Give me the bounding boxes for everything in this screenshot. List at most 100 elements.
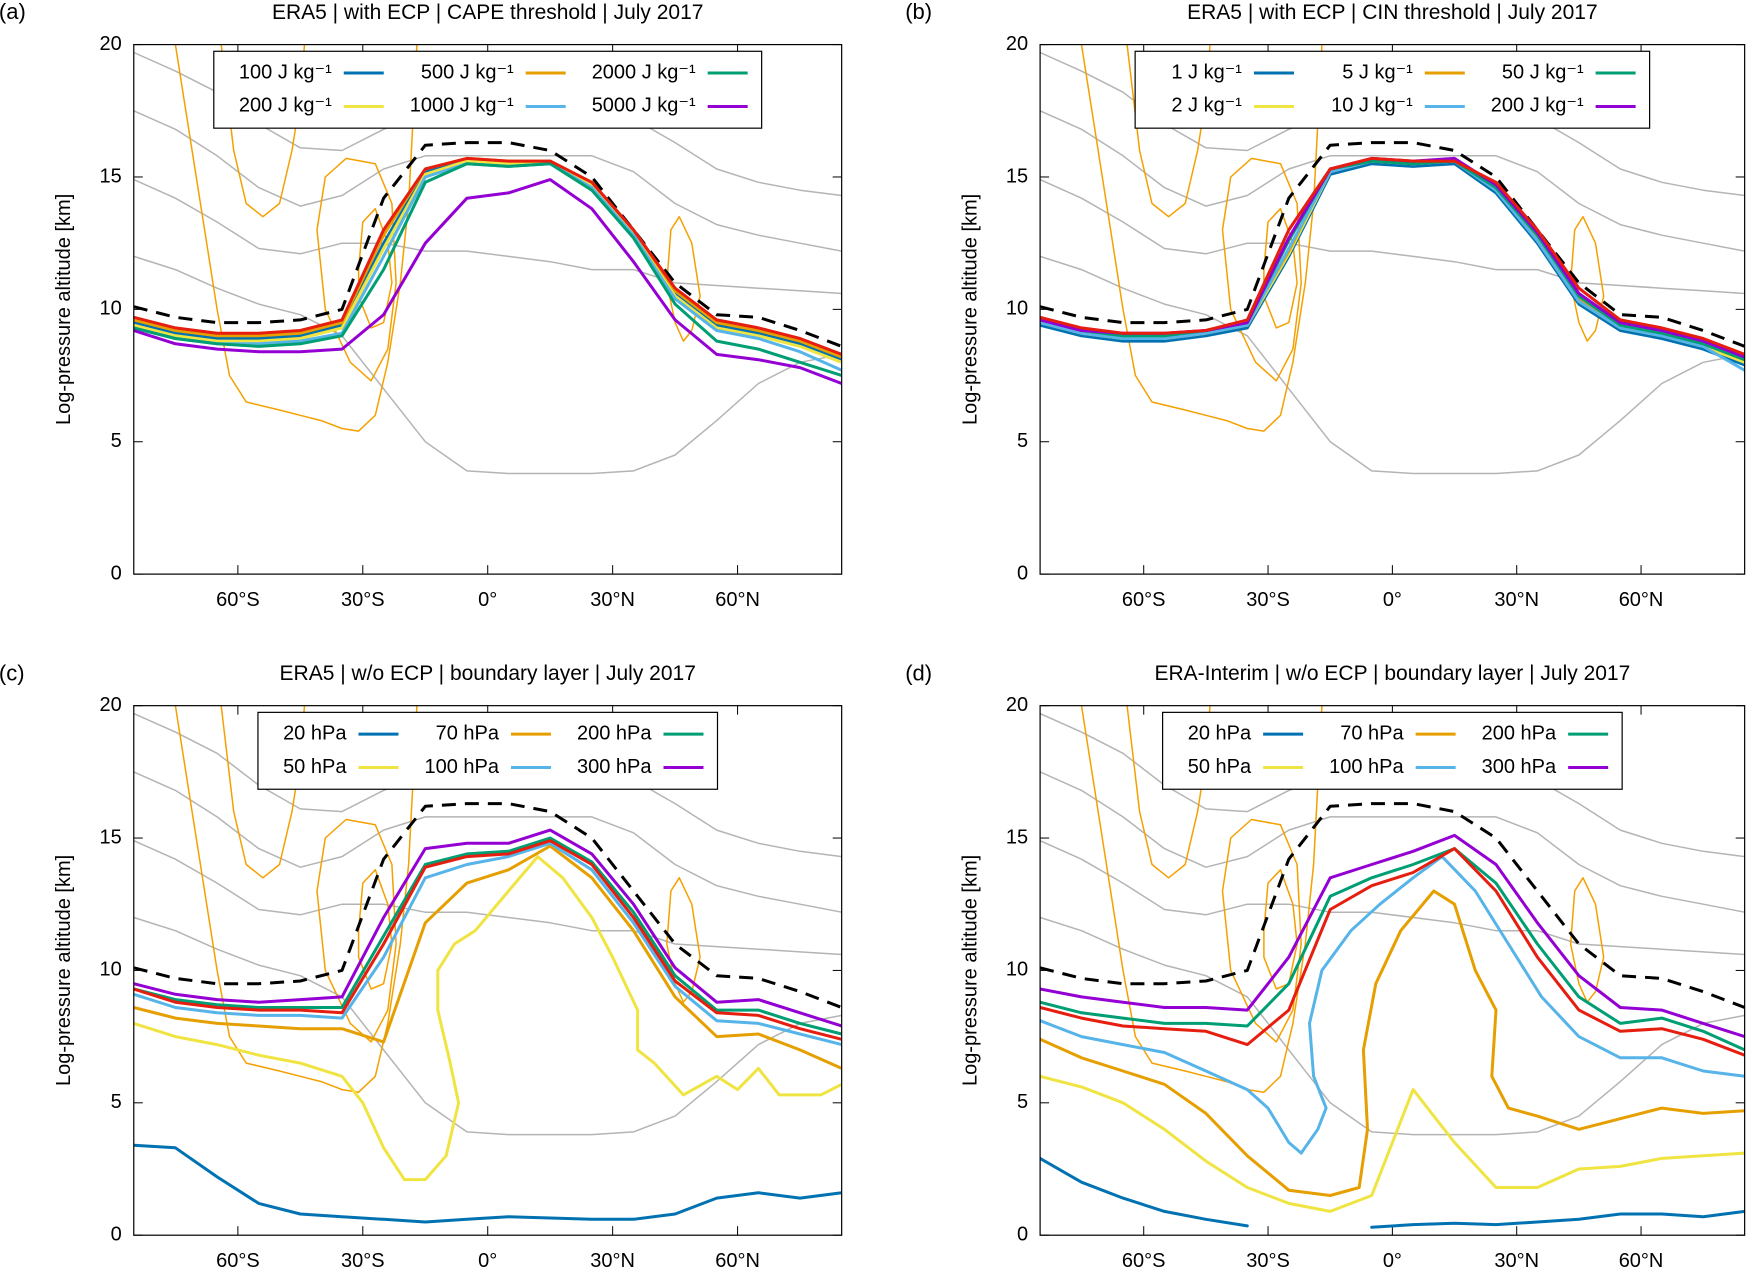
x-tick-label: 0° bbox=[478, 589, 497, 611]
legend-label: 50 J kg⁻¹ bbox=[1502, 61, 1584, 83]
legend-label: 300 hPa bbox=[1482, 756, 1557, 778]
series-line bbox=[1040, 847, 1745, 1052]
y-tick-label: 5 bbox=[111, 430, 122, 452]
panel-label: (a) bbox=[0, 0, 26, 24]
y-tick-label: 10 bbox=[100, 298, 122, 320]
x-tick-label: 60°N bbox=[1619, 589, 1664, 611]
x-tick-label: 60°N bbox=[715, 1250, 760, 1268]
legend-label: 1 J kg⁻¹ bbox=[1171, 61, 1242, 83]
legend-label: 10 J kg⁻¹ bbox=[1331, 95, 1413, 117]
plot-frame bbox=[133, 43, 843, 575]
plot-frame bbox=[1039, 43, 1746, 575]
series-line bbox=[133, 844, 842, 1070]
panel-label: (c) bbox=[0, 660, 25, 685]
x-tick-label: 30°N bbox=[1494, 1250, 1539, 1268]
contour bbox=[133, 771, 842, 913]
panel: (a) ERA5 | with ECP | CAPE threshold | Ju… bbox=[0, 0, 843, 611]
x-tick-label: 30°N bbox=[1494, 589, 1539, 611]
series-line bbox=[133, 162, 842, 377]
series-line bbox=[133, 836, 842, 1036]
reference-line bbox=[133, 156, 842, 356]
contour bbox=[1569, 215, 1605, 342]
y-tick-label: 10 bbox=[1006, 298, 1028, 320]
legend-label: 500 J kg⁻¹ bbox=[421, 61, 514, 83]
x-tick-label: 30°S bbox=[341, 1250, 385, 1268]
series-line bbox=[133, 855, 842, 1182]
x-tick-label: 60°S bbox=[1122, 1250, 1166, 1268]
legend-label: 50 hPa bbox=[1188, 756, 1252, 778]
legend-box bbox=[257, 711, 719, 790]
legend-label: 5 J kg⁻¹ bbox=[1342, 61, 1413, 83]
series-line bbox=[1040, 833, 1745, 1039]
series-line bbox=[133, 159, 842, 362]
series-line bbox=[133, 841, 842, 1047]
series-line bbox=[1040, 1156, 1745, 1229]
y-tick-label: 15 bbox=[100, 165, 122, 187]
legend-box bbox=[213, 50, 763, 129]
legend-label: 50 hPa bbox=[283, 756, 347, 778]
y-axis-label: Log-pressure altitude [km] bbox=[53, 855, 75, 1086]
series-line bbox=[133, 1143, 842, 1224]
y-tick-label: 20 bbox=[100, 694, 122, 716]
contour bbox=[1263, 869, 1298, 990]
series-line bbox=[133, 159, 842, 364]
series-line bbox=[1040, 889, 1745, 1197]
contour bbox=[133, 916, 842, 1136]
panel-label: (d) bbox=[905, 660, 932, 685]
reference-line bbox=[1040, 847, 1745, 1057]
legend-label: 2000 J kg⁻¹ bbox=[592, 61, 696, 83]
x-tick-label: 60°S bbox=[216, 1250, 260, 1268]
legend-label: 1000 J kg⁻¹ bbox=[410, 95, 514, 117]
legend-label: 200 hPa bbox=[577, 722, 652, 744]
series-line bbox=[1040, 156, 1745, 359]
y-tick-label: 5 bbox=[1017, 1091, 1028, 1113]
x-tick-label: 0° bbox=[1383, 1250, 1402, 1268]
reference-dashed-line bbox=[1040, 141, 1745, 348]
reference-dashed-line bbox=[133, 802, 842, 1009]
panel: (d) ERA-Interim | w/o ECP | boundary laye… bbox=[905, 660, 1746, 1268]
legend: 100 J kg⁻¹ 200 J kg⁻¹ 500 J kg⁻¹ 1000 J kg⁻… bbox=[213, 50, 763, 129]
legend-label: 100 hPa bbox=[1329, 756, 1404, 778]
contour bbox=[1040, 110, 1745, 252]
chart-title: ERA5 | with ECP | CIN threshold | July 2… bbox=[1187, 1, 1598, 24]
reference-dashed-line bbox=[1040, 802, 1745, 1009]
series-line bbox=[133, 178, 842, 385]
y-tick-label: 5 bbox=[111, 1091, 122, 1113]
panel: (b) ERA5 | with ECP | CIN threshold | Jul… bbox=[905, 0, 1746, 611]
contour bbox=[357, 207, 393, 329]
legend-label: 70 hPa bbox=[1340, 722, 1404, 744]
chart-title: ERA5 | w/o ECP | boundary layer | July 2… bbox=[280, 662, 696, 685]
x-tick-label: 60°N bbox=[1619, 1250, 1664, 1268]
y-tick-label: 15 bbox=[1006, 826, 1028, 848]
contour bbox=[1040, 916, 1745, 1136]
x-tick-label: 60°S bbox=[1122, 589, 1166, 611]
legend-label: 200 J kg⁻¹ bbox=[1491, 95, 1584, 117]
x-tick-label: 30°S bbox=[1246, 1250, 1290, 1268]
contour bbox=[1569, 877, 1605, 1003]
y-tick-label: 0 bbox=[111, 562, 122, 584]
plot-frame bbox=[133, 705, 843, 1236]
y-tick-label: 0 bbox=[111, 1223, 122, 1245]
legend-label: 2 J kg⁻¹ bbox=[1171, 95, 1242, 117]
contour bbox=[133, 255, 842, 475]
y-axis-label: Log-pressure altitude [km] bbox=[959, 194, 981, 425]
chart-title: ERA-Interim | w/o ECP | boundary layer |… bbox=[1154, 662, 1630, 685]
reference-dashed-line bbox=[133, 141, 842, 348]
legend-label: 20 hPa bbox=[1188, 722, 1252, 744]
contour bbox=[1040, 178, 1745, 295]
contour bbox=[174, 44, 418, 432]
contour bbox=[133, 839, 842, 956]
y-tick-label: 0 bbox=[1017, 562, 1028, 584]
contour bbox=[666, 215, 701, 342]
series-line bbox=[1040, 162, 1745, 367]
contour bbox=[1040, 839, 1745, 956]
x-tick-label: 30°N bbox=[590, 1250, 635, 1268]
reference-line bbox=[1040, 156, 1745, 356]
contour bbox=[1040, 771, 1745, 913]
series-line bbox=[1040, 1074, 1745, 1213]
contour bbox=[1221, 157, 1302, 382]
legend: 1 J kg⁻¹ 2 J kg⁻¹ 5 J kg⁻¹ 10 J kg⁻¹ 50 J kg… bbox=[1134, 50, 1651, 129]
series-line bbox=[1040, 855, 1745, 1155]
